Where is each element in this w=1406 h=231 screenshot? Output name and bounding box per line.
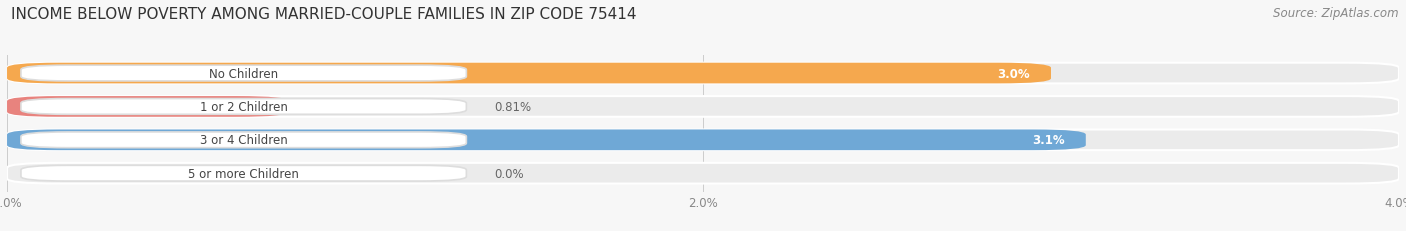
FancyBboxPatch shape — [21, 132, 467, 148]
FancyBboxPatch shape — [7, 130, 1085, 151]
FancyBboxPatch shape — [7, 64, 1050, 84]
FancyBboxPatch shape — [21, 166, 467, 181]
Text: 1 or 2 Children: 1 or 2 Children — [200, 100, 288, 113]
FancyBboxPatch shape — [7, 64, 1399, 84]
FancyBboxPatch shape — [21, 66, 467, 82]
Text: 5 or more Children: 5 or more Children — [188, 167, 299, 180]
Text: 3 or 4 Children: 3 or 4 Children — [200, 134, 288, 147]
FancyBboxPatch shape — [7, 130, 1399, 151]
Text: Source: ZipAtlas.com: Source: ZipAtlas.com — [1274, 7, 1399, 20]
FancyBboxPatch shape — [7, 97, 1399, 117]
Text: INCOME BELOW POVERTY AMONG MARRIED-COUPLE FAMILIES IN ZIP CODE 75414: INCOME BELOW POVERTY AMONG MARRIED-COUPL… — [11, 7, 637, 22]
Text: 0.81%: 0.81% — [495, 100, 531, 113]
Text: 0.0%: 0.0% — [495, 167, 524, 180]
Text: 3.0%: 3.0% — [997, 67, 1031, 80]
Text: 3.1%: 3.1% — [1032, 134, 1064, 147]
Text: No Children: No Children — [209, 67, 278, 80]
FancyBboxPatch shape — [21, 99, 467, 115]
FancyBboxPatch shape — [7, 97, 288, 117]
FancyBboxPatch shape — [7, 163, 1399, 184]
